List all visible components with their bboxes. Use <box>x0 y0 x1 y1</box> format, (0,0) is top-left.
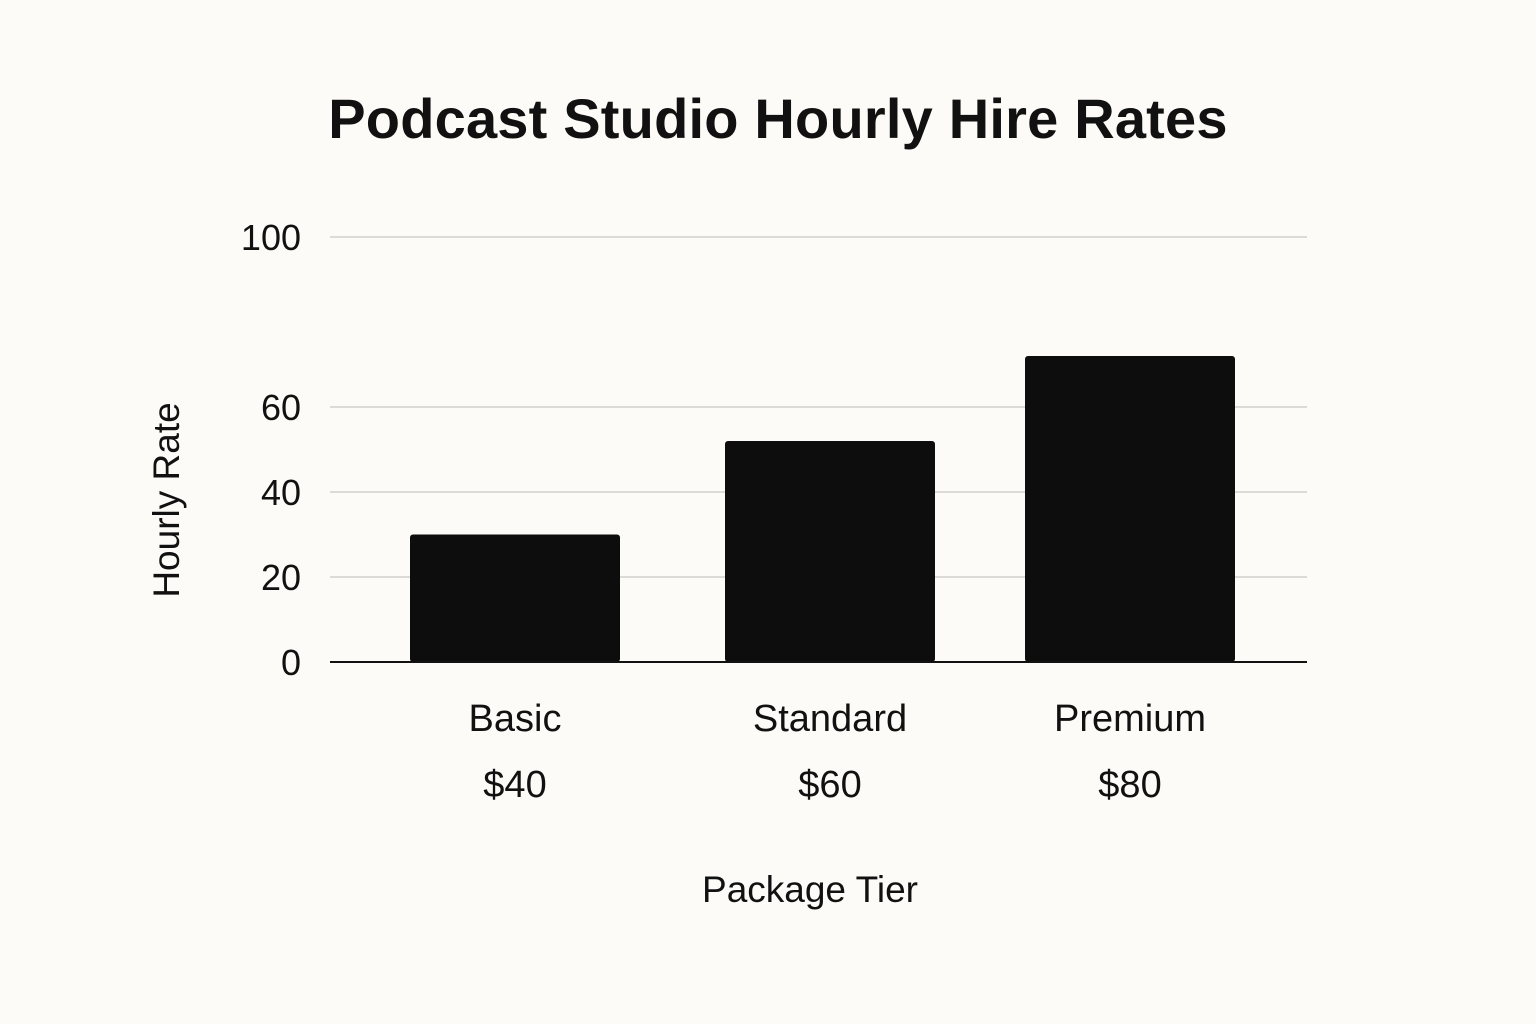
y-tick-label-40: 40 <box>261 472 301 513</box>
category-price-label-standard: $60 <box>798 764 861 806</box>
y-tick-label-20: 20 <box>261 557 301 598</box>
y-axis-title: Hourly Rate <box>146 402 187 597</box>
y-tick-label-60: 60 <box>261 387 301 428</box>
y-tick-label-100: 100 <box>241 217 301 258</box>
bar-standard <box>725 441 935 662</box>
category-price-label-premium: $80 <box>1098 764 1161 806</box>
category-label-premium: Premium <box>1054 698 1206 740</box>
chart-title: Podcast Studio Hourly Hire Rates <box>328 87 1228 150</box>
category-price-label-basic: $40 <box>483 764 546 806</box>
bar-basic <box>410 534 620 662</box>
x-category-labels: Basic $40 Standard $60 Premium $80 <box>469 698 1206 806</box>
y-tick-label-0: 0 <box>281 642 301 683</box>
bars <box>410 356 1235 662</box>
category-label-standard: Standard <box>753 698 907 740</box>
y-tick-labels: 0 20 40 60 100 <box>241 217 301 683</box>
x-axis-title: Package Tier <box>702 869 918 910</box>
bar-premium <box>1025 356 1235 662</box>
category-label-basic: Basic <box>469 698 562 740</box>
